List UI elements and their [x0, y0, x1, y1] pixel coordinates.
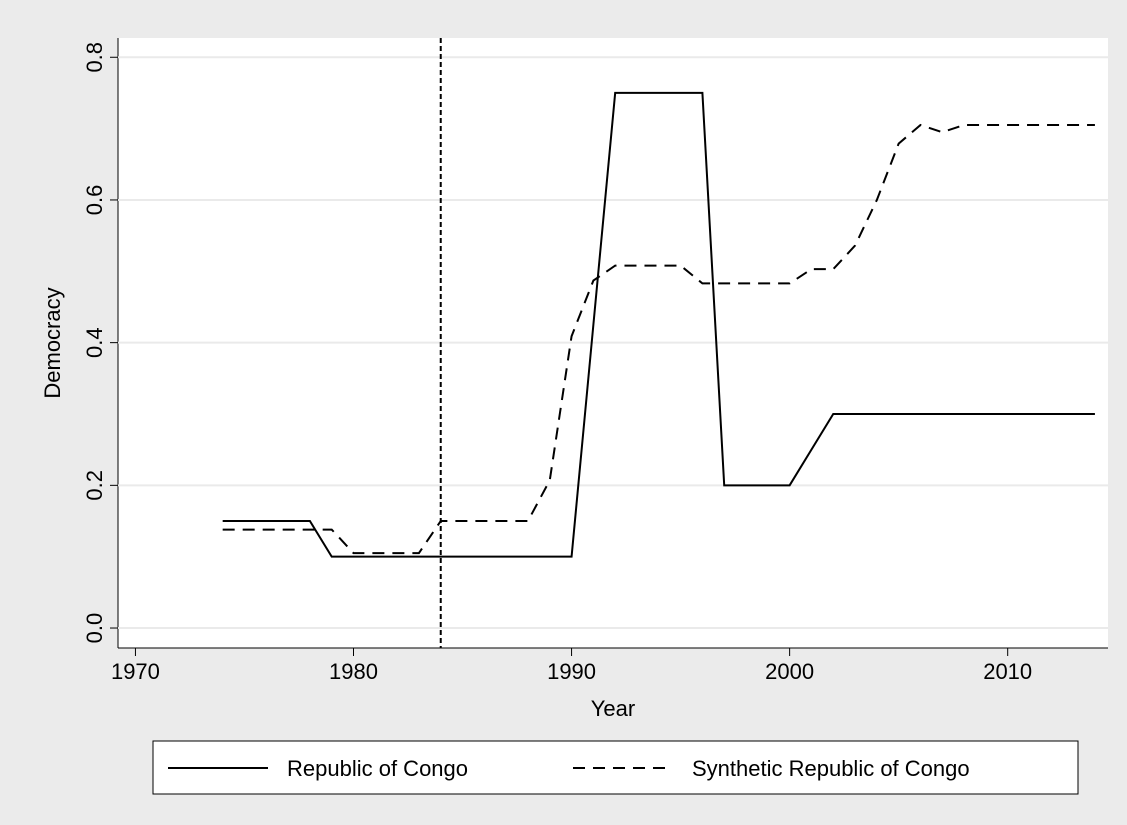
y-tick-label: 0.6: [82, 185, 107, 216]
x-tick-label: 2010: [983, 659, 1032, 684]
x-tick-label: 1990: [547, 659, 596, 684]
y-axis-title: Democracy: [40, 287, 65, 398]
series-line: [222, 123, 1095, 555]
x-tick-label: 2000: [765, 659, 814, 684]
y-tick-label: 0.0: [82, 613, 107, 644]
legend-label: Synthetic Republic of Congo: [692, 756, 970, 781]
y-tick-label: 0.2: [82, 470, 107, 501]
series-line: [222, 91, 1095, 558]
legend-label: Republic of Congo: [287, 756, 468, 781]
x-tick-label: 1970: [111, 659, 160, 684]
x-axis-title: Year: [591, 696, 635, 721]
y-tick-label: 0.8: [82, 42, 107, 73]
legend: [152, 740, 1079, 795]
x-tick-label: 1980: [329, 659, 378, 684]
y-tick-label: 0.4: [82, 327, 107, 358]
